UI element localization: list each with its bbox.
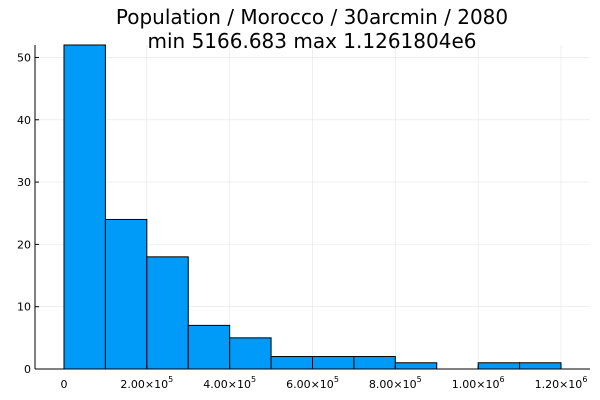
histogram-bar [229,337,272,370]
y-tick-label: 10 [17,301,31,314]
chart-title: Population / Morocco / 30arcmin / 2080 [116,5,508,29]
chart-subtitle: min 5166.683 max 1.1261804e6 [148,29,477,53]
x-tick-label: 0 [60,378,67,391]
bars [63,44,562,370]
histogram-bar [270,356,314,370]
x-tick-label: 2.00×105 [120,375,173,391]
histogram-bar [187,324,231,370]
y-tick-label: 40 [17,114,31,127]
histogram-bar [63,44,106,370]
x-tick-label: 4.00×105 [203,375,256,391]
histogram-bar [353,356,396,370]
histogram-bar [146,256,189,370]
x-tick-label: 1.20×106 [535,375,588,391]
histogram-bar [312,356,355,370]
y-tick-label: 0 [24,363,31,376]
x-tick-label: 6.00×105 [286,375,339,391]
y-tick-label: 50 [17,51,31,64]
histogram-bar [394,362,438,370]
x-tick-label: 1.00×106 [452,375,505,391]
histogram-bar [477,362,521,370]
x-ticks: 0 2.00×105 4.00×105 6.00×105 8.00×105 1.00×10… [60,365,587,391]
y-tick-label: 30 [17,176,31,189]
y-tick-label: 20 [17,238,31,251]
histogram-bar [519,362,562,370]
histogram-bar [104,218,148,370]
y-ticks: 0 10 20 30 40 50 [17,51,39,376]
grid [35,45,590,370]
x-tick-label: 8.00×105 [369,375,422,391]
